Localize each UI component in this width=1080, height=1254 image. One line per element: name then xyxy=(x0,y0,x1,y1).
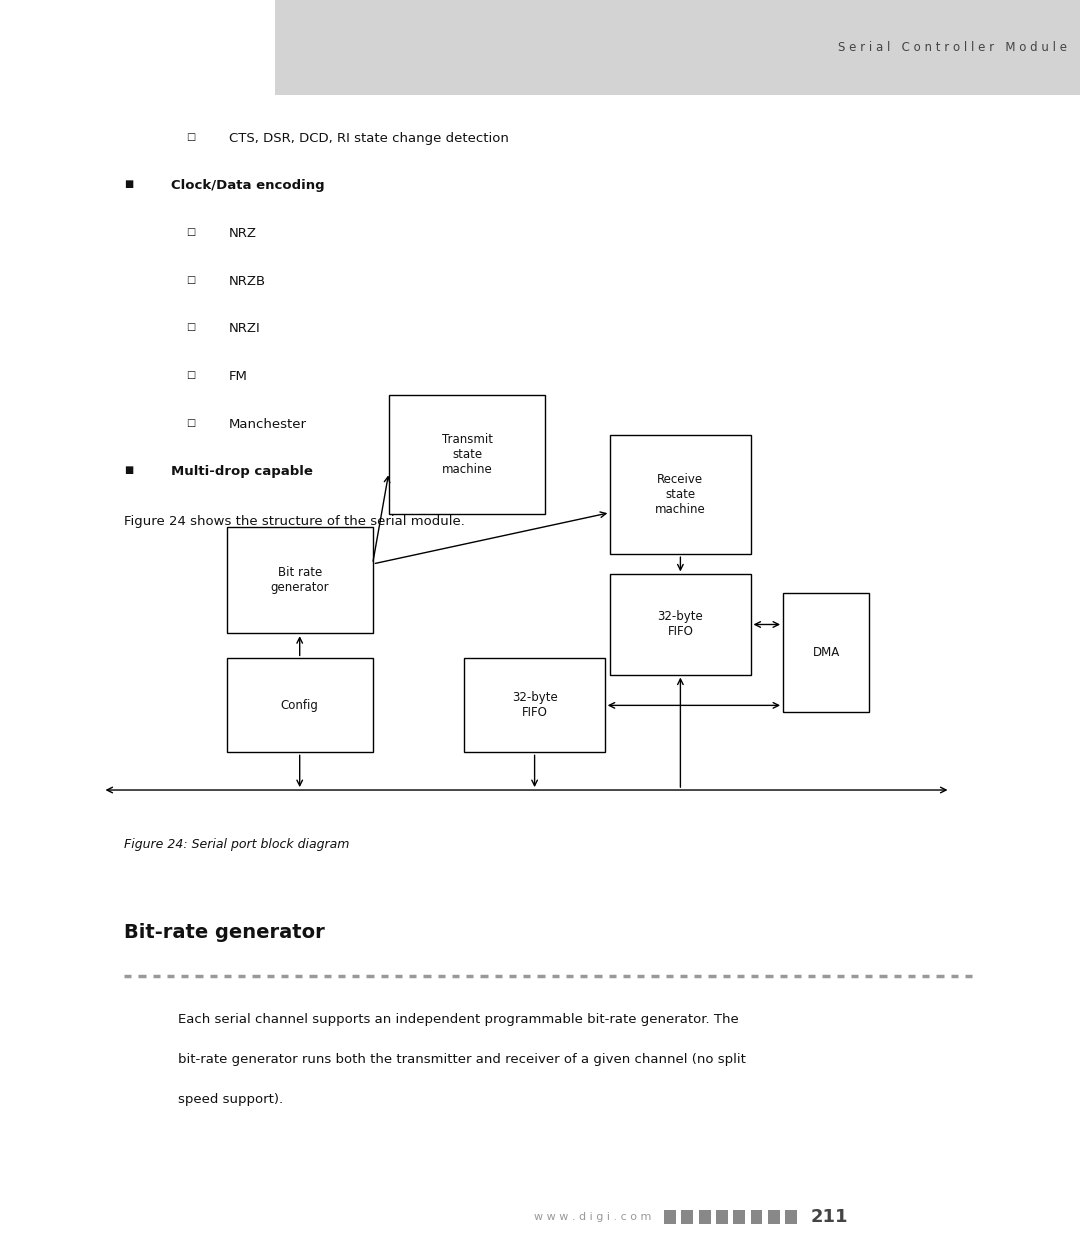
Bar xyxy=(716,1210,728,1224)
Text: Receive
state
machine: Receive state machine xyxy=(656,473,705,517)
Text: Bit-rate generator: Bit-rate generator xyxy=(124,923,325,942)
Text: Bit rate
generator: Bit rate generator xyxy=(270,566,329,594)
Text: □: □ xyxy=(186,275,195,285)
Text: NRZI: NRZI xyxy=(229,322,260,335)
Bar xyxy=(768,1210,780,1224)
Text: □: □ xyxy=(186,227,195,237)
Text: CTS, DSR, DCD, RI state change detection: CTS, DSR, DCD, RI state change detection xyxy=(229,132,509,144)
Bar xyxy=(389,395,545,514)
Bar xyxy=(610,574,751,675)
Text: Figure 24 shows the structure of the serial module.: Figure 24 shows the structure of the ser… xyxy=(124,515,465,528)
Bar xyxy=(610,435,751,554)
Text: DMA: DMA xyxy=(812,646,840,660)
Text: bit-rate generator runs both the transmitter and receiver of a given channel (no: bit-rate generator runs both the transmi… xyxy=(178,1053,746,1066)
Text: Multi-drop capable: Multi-drop capable xyxy=(171,465,312,478)
Bar xyxy=(751,1210,762,1224)
Bar xyxy=(464,658,605,752)
Text: Config: Config xyxy=(281,698,319,712)
Text: □: □ xyxy=(186,370,195,380)
Bar xyxy=(227,658,373,752)
Bar xyxy=(699,1210,711,1224)
Text: □: □ xyxy=(186,418,195,428)
Text: 211: 211 xyxy=(811,1208,849,1226)
Text: □: □ xyxy=(186,322,195,332)
Text: FM: FM xyxy=(229,370,247,382)
Text: 32-byte
FIFO: 32-byte FIFO xyxy=(658,611,703,638)
Text: ■: ■ xyxy=(124,179,134,189)
Bar xyxy=(681,1210,693,1224)
Text: ■: ■ xyxy=(124,465,134,475)
Bar xyxy=(275,0,1080,95)
Text: speed support).: speed support). xyxy=(178,1093,283,1106)
Text: Figure 24: Serial port block diagram: Figure 24: Serial port block diagram xyxy=(124,838,350,850)
Bar xyxy=(785,1210,797,1224)
Text: NRZB: NRZB xyxy=(229,275,266,287)
Bar xyxy=(783,593,869,712)
Text: Each serial channel supports an independent programmable bit-rate generator. The: Each serial channel supports an independ… xyxy=(178,1013,739,1026)
Bar xyxy=(733,1210,745,1224)
Text: Clock/Data encoding: Clock/Data encoding xyxy=(171,179,324,192)
Text: □: □ xyxy=(186,132,195,142)
Text: S e r i a l   C o n t r o l l e r   M o d u l e: S e r i a l C o n t r o l l e r M o d u … xyxy=(838,41,1067,54)
Text: 32-byte
FIFO: 32-byte FIFO xyxy=(512,691,557,720)
Text: w w w . d i g i . c o m: w w w . d i g i . c o m xyxy=(534,1213,651,1221)
Text: NRZ: NRZ xyxy=(229,227,257,240)
Text: Manchester: Manchester xyxy=(229,418,307,430)
Text: Transmit
state
machine: Transmit state machine xyxy=(442,433,492,477)
Bar xyxy=(227,527,373,633)
Bar xyxy=(664,1210,676,1224)
